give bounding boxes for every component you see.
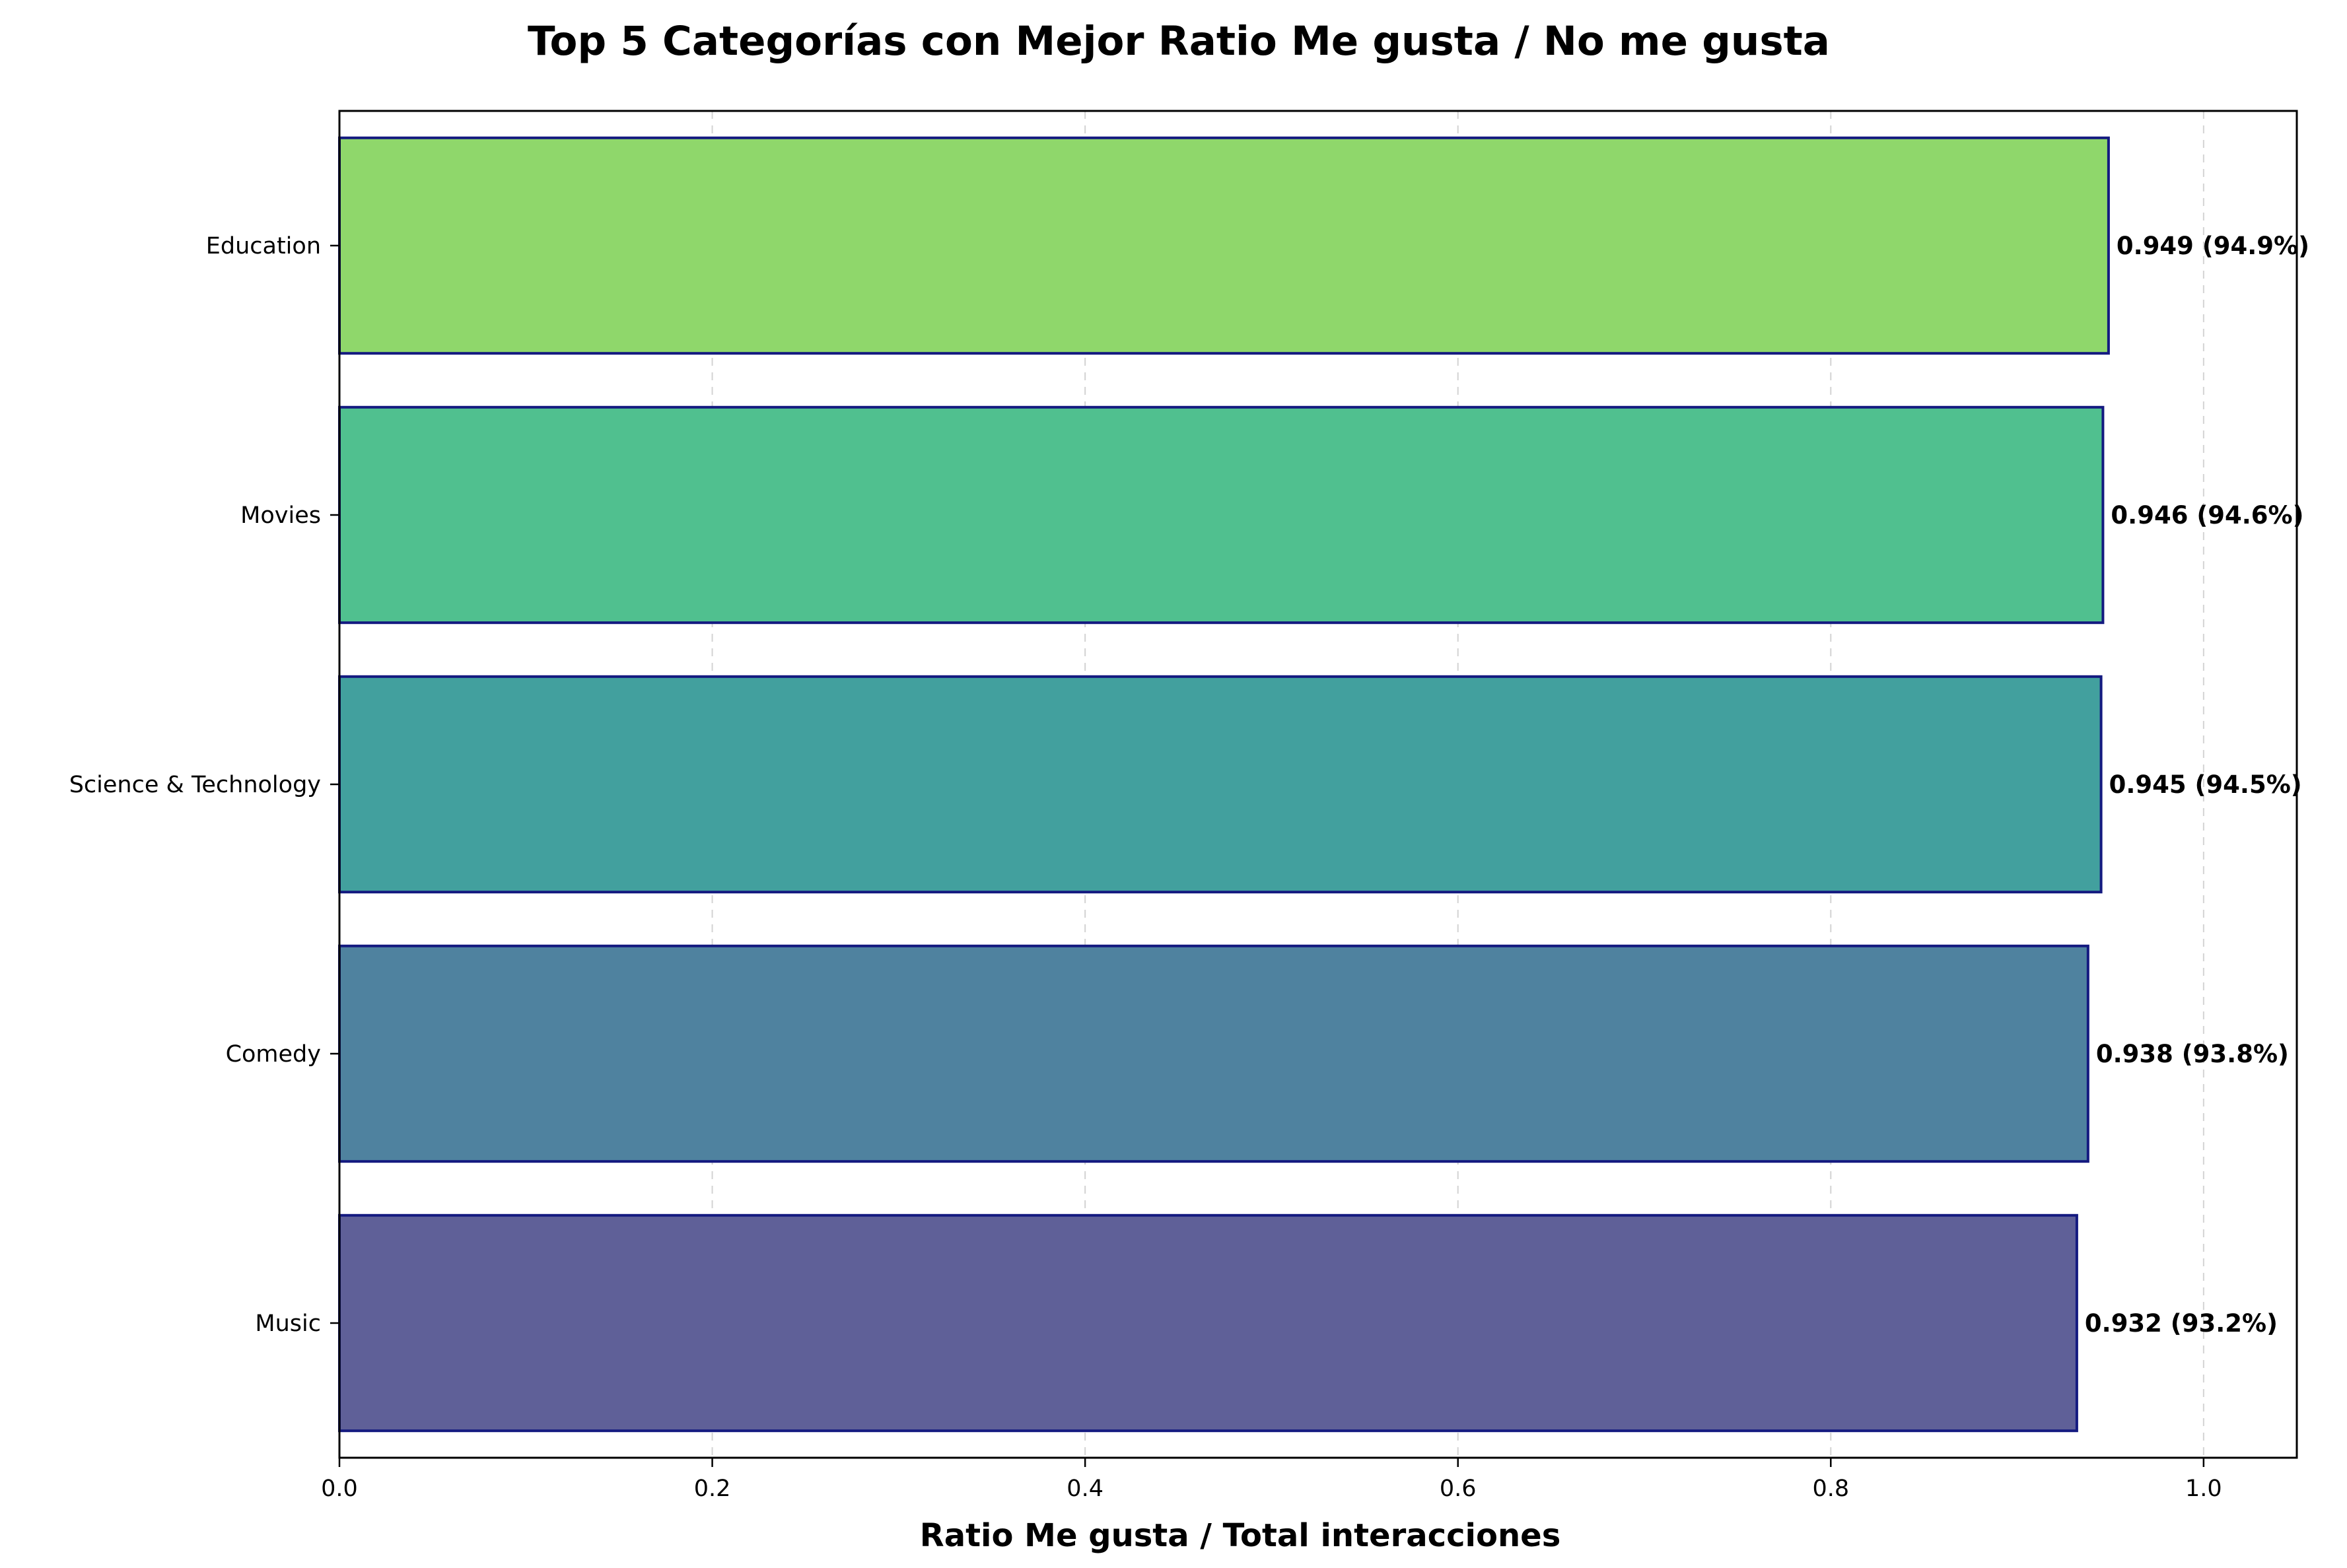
bar-value-label: 0.945 (94.5%) [2109,770,2302,799]
bar-value-label: 0.949 (94.9%) [2117,232,2309,260]
y-tick-label: Education [206,233,321,259]
value-labels: 0.949 (94.9%) 0.946 (94.6%) 0.945 (94.5%) 0… [2085,232,2309,1338]
x-tick-label: 0.2 [694,1476,731,1502]
x-axis: 0.0 0.2 0.4 0.6 0.8 1.0 [321,1458,2222,1502]
bar-value-label: 0.932 (93.2%) [2085,1309,2278,1338]
x-tick-label: 0.8 [1812,1476,1849,1502]
x-tick-label: 0.6 [1440,1476,1477,1502]
bar-value-label: 0.946 (94.6%) [2111,501,2303,529]
y-tick-label: Science & Technology [69,772,321,798]
x-tick-label: 0.0 [321,1476,358,1502]
bar [338,405,2105,625]
y-tick-label: Movies [240,502,321,529]
y-tick-label: Comedy [226,1041,321,1068]
bars [338,136,2110,1433]
y-tick-label: Music [255,1311,321,1337]
bar [338,944,2089,1163]
chart-title: Top 5 Categorías con Mejor Ratio Me gust… [528,18,1830,65]
y-axis: Education Movies Science & Technology Comed… [69,233,339,1337]
x-tick-label: 0.4 [1067,1476,1103,1502]
bar-value-label: 0.938 (93.8%) [2096,1040,2289,1068]
x-axis-title: Ratio Me gusta / Total interacciones [920,1517,1561,1554]
bar [338,136,2110,355]
bar [338,675,2103,894]
x-tick-label: 1.0 [2185,1476,2222,1502]
bar [338,1213,2078,1433]
